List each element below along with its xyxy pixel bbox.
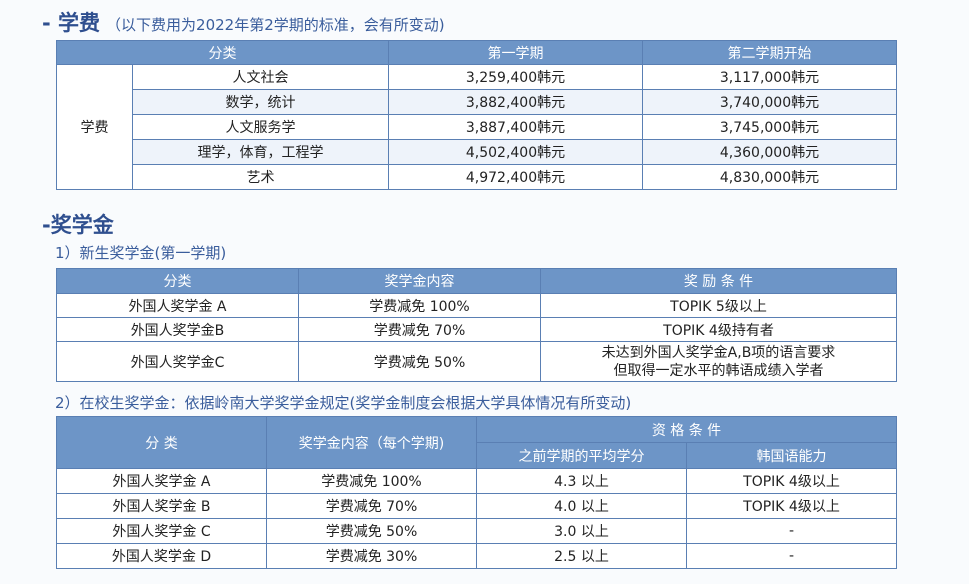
tuition-second: 4,360,000韩元 <box>642 139 897 165</box>
current-gpa: 4.0 以上 <box>476 493 687 519</box>
table-row: 外国人奖学金 D 学费减免 30% 2.5 以上 - <box>56 543 898 569</box>
tuition-second: 3,117,000韩元 <box>642 64 897 90</box>
current-category: 外国人奖学金 A <box>56 468 267 494</box>
current-content: 学费减免 100% <box>266 468 477 494</box>
table-row: 外国人奖学金C 学费减免 50% 未达到外国人奖学金A,B项的语言要求 但取得一… <box>56 341 897 382</box>
current-content: 学费减免 50% <box>266 518 477 544</box>
new-content: 学费减免 70% <box>298 317 541 342</box>
tuition-table: 分类 第一学期 第二学期开始 学费 人文社会 3,259,400韩元 3,117… <box>56 40 897 190</box>
current-korean: - <box>685 543 898 569</box>
new-scholarship-table: 分类 奖学金内容 奖 励 条 件 外国人奖学金 A 学费减免 100% TOPI… <box>56 268 897 382</box>
tuition-category: 数学，统计 <box>132 89 389 115</box>
current-gpa: 2.5 以上 <box>476 543 687 569</box>
table-row: 艺术 4,972,400韩元 4,830,000韩元 <box>57 164 897 190</box>
tuition-header-second: 第二学期开始 <box>642 40 897 65</box>
table-row: 学费 人文社会 3,259,400韩元 3,117,000韩元 <box>56 64 897 190</box>
current-korean: TOPIK 4级以上 <box>685 493 898 519</box>
tuition-first: 3,882,400韩元 <box>388 89 643 115</box>
table-row: 外国人奖学金 A 学费减免 100% 4.3 以上 TOPIK 4级以上 <box>56 468 898 494</box>
new-scholarship-title: 1）新生奖学金(第一学期) <box>55 244 227 262</box>
tuition-group-label: 学费 <box>56 64 133 190</box>
tuition-second: 4,830,000韩元 <box>642 164 897 190</box>
new-content: 学费减免 100% <box>298 293 541 318</box>
tuition-header-category: 分类 <box>56 40 389 65</box>
table-row: 人文服务学 3,887,400韩元 3,745,000韩元 <box>57 114 897 140</box>
current-category: 外国人奖学金 C <box>56 518 267 544</box>
current-gpa: 4.3 以上 <box>476 468 687 494</box>
current-korean: TOPIK 4级以上 <box>685 468 898 494</box>
current-content: 学费减免 30% <box>266 543 477 569</box>
new-condition-line1: 未达到外国人奖学金A,B项的语言要求 <box>601 344 836 361</box>
table-row: 外国人奖学金 B 学费减免 70% 4.0 以上 TOPIK 4级以上 <box>56 493 898 519</box>
table-row: 外国人奖学金B 学费减免 70% TOPIK 4级持有者 <box>56 317 897 342</box>
tuition-first: 3,887,400韩元 <box>388 114 643 140</box>
current-scholarship-table: 分 类 奖学金内容（每个学期) 资 格 条 件 之前学期的平均学分 韩国语能力 … <box>56 416 898 569</box>
current-gpa: 3.0 以上 <box>476 518 687 544</box>
current-header-content: 奖学金内容（每个学期) <box>266 416 477 469</box>
new-header-category: 分类 <box>56 268 299 294</box>
current-category: 外国人奖学金 B <box>56 493 267 519</box>
table-row: 外国人奖学金 C 学费减免 50% 3.0 以上 - <box>56 518 898 544</box>
current-category: 外国人奖学金 D <box>56 543 267 569</box>
scholarship-heading: -奖学金 <box>42 213 114 237</box>
tuition-heading-text: - 学费 <box>42 11 101 35</box>
new-content: 学费减免 50% <box>298 341 541 382</box>
table-row: 外国人奖学金 A 学费减免 100% TOPIK 5级以上 <box>56 293 897 318</box>
tuition-category: 人文社会 <box>132 64 389 90</box>
tuition-second: 3,740,000韩元 <box>642 89 897 115</box>
tuition-first: 4,502,400韩元 <box>388 139 643 165</box>
table-row: 数学，统计 3,882,400韩元 3,740,000韩元 <box>57 89 897 115</box>
current-header-gpa: 之前学期的平均学分 <box>476 442 687 469</box>
tuition-category: 理学，体育，工程学 <box>132 139 389 165</box>
new-header-content: 奖学金内容 <box>298 268 541 294</box>
new-header-condition: 奖 励 条 件 <box>540 268 897 294</box>
current-content: 学费减免 70% <box>266 493 477 519</box>
tuition-first: 3,259,400韩元 <box>388 64 643 90</box>
tuition-category: 人文服务学 <box>132 114 389 140</box>
tuition-first: 4,972,400韩元 <box>388 164 643 190</box>
table-row: 理学，体育，工程学 4,502,400韩元 4,360,000韩元 <box>57 139 897 165</box>
new-condition: TOPIK 5级以上 <box>540 293 897 318</box>
current-header-category: 分 类 <box>56 416 267 469</box>
new-category: 外国人奖学金B <box>56 317 299 342</box>
new-condition: TOPIK 4级持有者 <box>540 317 897 342</box>
tuition-category: 艺术 <box>132 164 389 190</box>
current-header-qualification: 资 格 条 件 <box>475 416 898 443</box>
current-header-korean: 韩国语能力 <box>685 442 898 469</box>
tuition-second: 3,745,000韩元 <box>642 114 897 140</box>
new-category: 外国人奖学金C <box>56 341 299 382</box>
tuition-header-first: 第一学期 <box>388 40 643 65</box>
new-category: 外国人奖学金 A <box>56 293 299 318</box>
tuition-heading: - 学费 （以下费用为2022年第2学期的标准，会有所变动) <box>42 7 445 37</box>
current-korean: - <box>685 518 898 544</box>
tuition-note: （以下费用为2022年第2学期的标准，会有所变动) <box>106 16 445 34</box>
new-condition: 未达到外国人奖学金A,B项的语言要求 但取得一定水平的韩语成绩入学者 <box>540 341 897 382</box>
new-condition-line2: 但取得一定水平的韩语成绩入学者 <box>613 362 824 379</box>
current-scholarship-title: 2）在校生奖学金：依据岭南大学奖学金规定(奖学金制度会根据大学具体情况有所变动) <box>55 394 632 412</box>
